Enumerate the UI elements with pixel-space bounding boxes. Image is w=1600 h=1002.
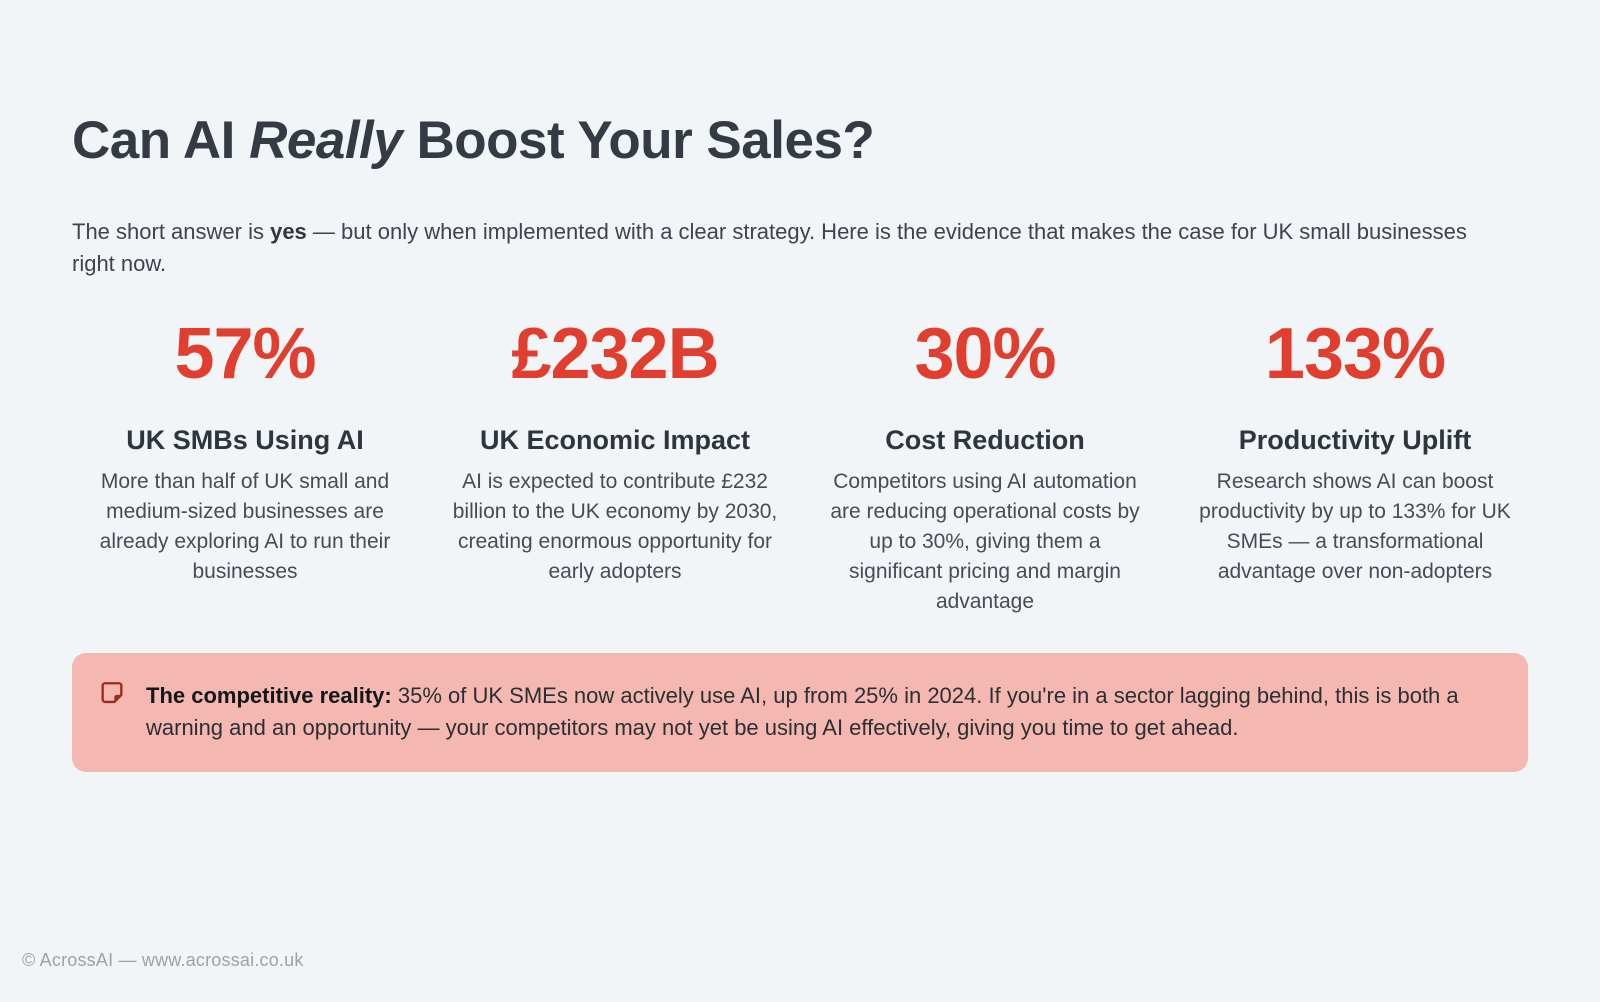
title-emphasis: Really [249, 111, 403, 170]
page-title: Can AI Really Boost Your Sales? [72, 108, 1528, 174]
stat-description: More than half of UK small and medium-si… [99, 469, 391, 583]
stat-card-productivity: 133% Productivity Uplift Research shows … [1182, 318, 1528, 616]
stat-label: Productivity Uplift [1238, 425, 1472, 456]
stat-card-uk-smbs: 57% UK SMBs Using AI More than half of U… [72, 318, 418, 616]
stat-description: AI is expected to contribute £232 billio… [452, 469, 778, 583]
stat-label: UK SMBs Using AI [126, 425, 364, 456]
stat-description: Research shows AI can boost productivity… [1199, 469, 1511, 583]
callout-banner: The competitive reality: 35% of UK SMEs … [72, 652, 1528, 772]
intro-paragraph: The short answer is yes — but only when … [72, 216, 1482, 280]
stat-label: UK Economic Impact [479, 425, 751, 456]
callout-text-bold: The competitive reality: [146, 682, 392, 708]
stat-value: 30% [914, 314, 1056, 395]
stat-card-cost-reduction: 30% Cost Reduction Competitors using AI … [812, 318, 1158, 616]
stat-card-economic-impact: £232B UK Economic Impact AI is expected … [442, 318, 788, 616]
stat-value: 133% [1264, 314, 1446, 395]
stat-value: £232B [511, 314, 719, 395]
intro-text-bold: yes [270, 219, 307, 245]
callout-text-body: 35% of UK SMEs now actively use AI, up f… [146, 682, 1459, 740]
intro-text-after: — but only when implemented with a clear… [72, 219, 1467, 277]
intro-text-before: The short answer is [72, 219, 271, 245]
slide: Can AI Really Boost Your Sales? The shor… [0, 108, 1600, 1002]
stat-value: 57% [174, 314, 316, 395]
footer-credit: © AcrossAI — www.acrossai.co.uk [22, 950, 304, 970]
stat-description: Competitors using AI automation are redu… [830, 469, 1140, 613]
sticky-note-icon [98, 678, 126, 706]
title-part1: Can AI [72, 111, 250, 170]
title-part2: Boost Your Sales? [402, 111, 875, 170]
callout-text: The competitive reality: 35% of UK SMEs … [146, 680, 1488, 744]
content-container: Can AI Really Boost Your Sales? The shor… [0, 108, 1600, 772]
stats-row: 57% UK SMBs Using AI More than half of U… [72, 318, 1528, 616]
stat-label: Cost Reduction [885, 425, 1085, 456]
